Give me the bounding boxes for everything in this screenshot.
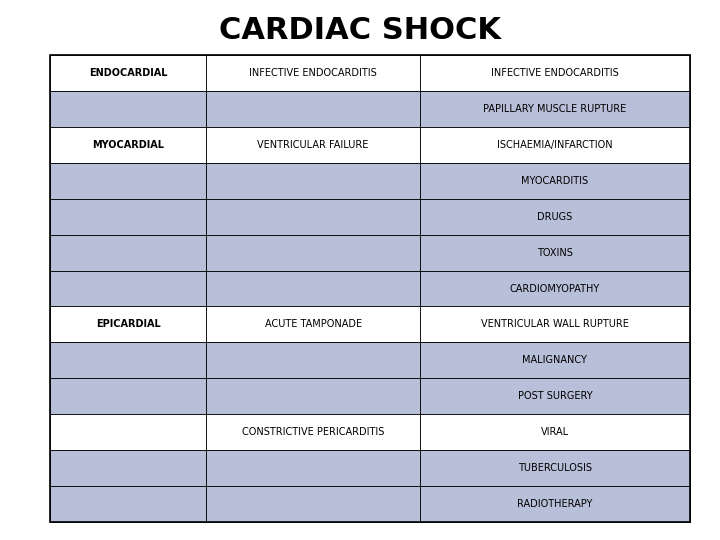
Text: MALIGNANCY: MALIGNANCY [523,355,588,366]
Bar [50,55,690,522]
Bar [50,234,207,271]
Bar [207,127,420,163]
Bar [50,342,207,379]
Bar [420,414,690,450]
Bar [420,163,690,199]
Bar [420,91,690,127]
Bar [50,55,207,91]
Bar [207,91,420,127]
Bar [420,307,690,342]
Text: VENTRICULAR WALL RUPTURE: VENTRICULAR WALL RUPTURE [481,320,629,329]
Text: DRUGS: DRUGS [537,212,572,221]
Bar [50,307,207,342]
Text: MYOCARDIAL: MYOCARDIAL [92,140,164,150]
Bar [50,91,207,127]
Bar [420,379,690,414]
Bar [50,199,207,234]
Text: POST SURGERY: POST SURGERY [518,392,593,401]
Text: TUBERCULOSIS: TUBERCULOSIS [518,463,592,473]
Bar [420,234,690,271]
Bar [420,127,690,163]
Text: INFECTIVE ENDOCARDITIS: INFECTIVE ENDOCARDITIS [249,68,377,78]
Bar [420,342,690,379]
Bar [50,414,207,450]
Bar [50,271,207,307]
Text: EPICARDIAL: EPICARDIAL [96,320,161,329]
Bar [207,271,420,307]
Bar [207,486,420,522]
Bar [207,55,420,91]
Bar [207,450,420,486]
Text: ACUTE TAMPONADE: ACUTE TAMPONADE [264,320,361,329]
Bar [420,450,690,486]
Bar [420,271,690,307]
Text: PAPILLARY MUSCLE RUPTURE: PAPILLARY MUSCLE RUPTURE [483,104,626,114]
Bar [50,163,207,199]
Text: INFECTIVE ENDOCARDITIS: INFECTIVE ENDOCARDITIS [491,68,618,78]
Bar [50,379,207,414]
Bar [207,342,420,379]
Bar [207,307,420,342]
Bar [420,55,690,91]
Text: VENTRICULAR FAILURE: VENTRICULAR FAILURE [258,140,369,150]
Text: CARDIOMYOPATHY: CARDIOMYOPATHY [510,284,600,294]
Text: VIRAL: VIRAL [541,427,569,437]
Bar [207,199,420,234]
Text: CARDIAC SHOCK: CARDIAC SHOCK [219,16,501,44]
Bar [420,199,690,234]
Bar [50,486,207,522]
Bar [207,163,420,199]
Text: MYOCARDITIS: MYOCARDITIS [521,176,588,186]
Bar [207,379,420,414]
Bar [50,450,207,486]
Bar [207,414,420,450]
Text: ENDOCARDIAL: ENDOCARDIAL [89,68,168,78]
Text: TOXINS: TOXINS [537,247,573,258]
Bar [420,486,690,522]
Text: CONSTRICTIVE PERICARDITIS: CONSTRICTIVE PERICARDITIS [242,427,384,437]
Text: ISCHAEMIA/INFARCTION: ISCHAEMIA/INFARCTION [497,140,613,150]
Text: RADIOTHERAPY: RADIOTHERAPY [517,499,593,509]
Bar [207,234,420,271]
Bar [50,127,207,163]
